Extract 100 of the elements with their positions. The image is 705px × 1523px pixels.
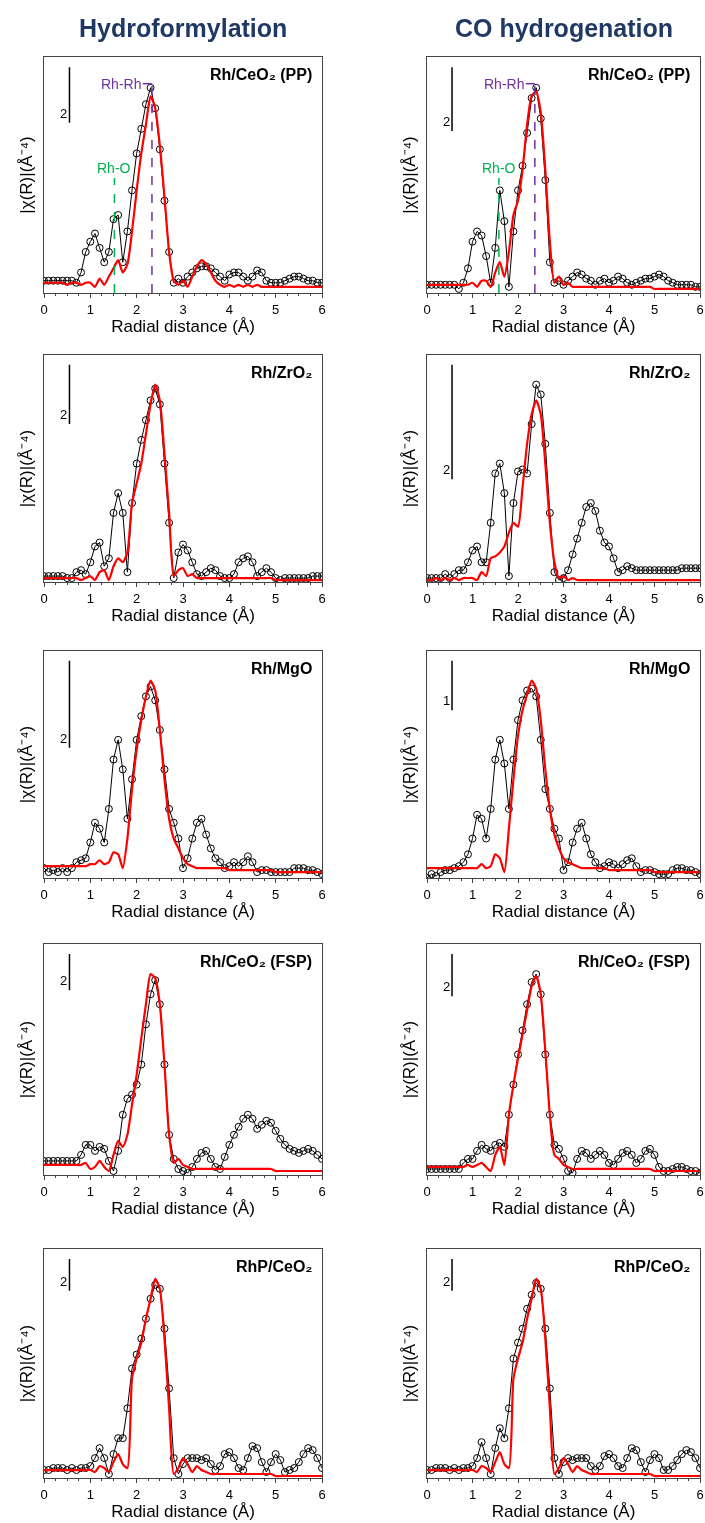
- x-tick-label: 1: [86, 1486, 94, 1502]
- x-tick-label: 2: [133, 886, 141, 902]
- text: RhP/CeO₂: [236, 1258, 313, 1275]
- y-axis-title: |χ(R)|(Å⁻⁴): [399, 136, 419, 214]
- x-axis-title: Radial distance (Å): [111, 605, 255, 625]
- x-tick-label: 5: [272, 886, 280, 902]
- y-axis-title: |χ(R)|(Å⁻⁴): [399, 1020, 419, 1099]
- x-tick-label: 2: [133, 301, 141, 317]
- y-axis-title: |χ(R)|(Å⁻⁴): [399, 1324, 419, 1403]
- x-tick-label: 5: [650, 1183, 659, 1199]
- x-tick-label: 6: [696, 886, 704, 902]
- x-tick-label: 2: [133, 1486, 141, 1502]
- x-tick-label: 3: [559, 1486, 568, 1502]
- x-tick-label: 5: [650, 886, 659, 902]
- x-tick-label: 5: [272, 1486, 280, 1502]
- x-tick-label: 6: [318, 301, 326, 317]
- x-tick-label: 0: [40, 1183, 48, 1199]
- x-tick-label: 0: [423, 301, 431, 317]
- x-tick-label: 1: [468, 1486, 477, 1502]
- x-tick-label: 6: [318, 1183, 326, 1199]
- x-tick-label: 3: [179, 1486, 187, 1502]
- annotation: 2: [443, 979, 451, 994]
- x-tick-label: 3: [179, 301, 187, 317]
- x-tick-label: 4: [605, 886, 613, 902]
- x-tick-label: 6: [696, 1183, 704, 1199]
- x-tick-label: 2: [133, 590, 141, 606]
- x-tick-label: 6: [318, 590, 326, 606]
- x-tick-label: 0: [423, 590, 431, 606]
- x-tick-label: 3: [179, 886, 187, 902]
- text: Rh/CeO₂ (FSP): [578, 953, 690, 970]
- x-tick-label: 2: [514, 1486, 522, 1502]
- x-tick-label: 1: [468, 301, 477, 317]
- x-tick-label: 5: [272, 590, 280, 606]
- x-tick-label: 0: [40, 886, 48, 902]
- annotation: 2: [60, 106, 68, 121]
- y-axis-title: |χ(R)|(Å⁻⁴): [399, 725, 419, 804]
- x-tick-label: 3: [559, 886, 568, 902]
- x-tick-label: 0: [423, 1486, 431, 1502]
- x-axis-title: Radial distance (Å): [491, 605, 636, 625]
- x-tick-label: 6: [318, 1486, 326, 1502]
- x-tick-label: 5: [650, 590, 659, 606]
- x-tick-label: 4: [605, 1183, 613, 1199]
- text: Rh/CeO₂ (PP): [210, 66, 313, 83]
- annotation: 1: [443, 693, 451, 708]
- y-axis-title: |χ(R)|(Å⁻⁴): [16, 725, 36, 804]
- text: RhP/CeO₂: [614, 1258, 691, 1275]
- x-tick-label: 1: [86, 1183, 94, 1199]
- x-tick-label: 6: [696, 301, 704, 317]
- x-tick-label: 0: [40, 590, 48, 606]
- x-tick-label: 3: [179, 1183, 187, 1199]
- x-tick-label: 4: [225, 301, 233, 317]
- x-tick-label: 2: [514, 590, 522, 606]
- x-tick-label: 4: [605, 590, 613, 606]
- annotation: 2: [443, 114, 451, 129]
- x-tick-label: 0: [423, 1183, 431, 1199]
- x-tick-label: 0: [40, 301, 48, 317]
- x-axis-title: Radial distance (Å): [111, 1198, 255, 1218]
- x-axis-title: Radial distance (Å): [491, 1198, 636, 1218]
- annotation: 2: [60, 973, 68, 988]
- annotation: 2: [60, 1274, 68, 1289]
- x-tick-label: 4: [225, 1486, 233, 1502]
- x-tick-label: 0: [423, 886, 431, 902]
- x-tick-label: 5: [272, 1183, 280, 1199]
- x-tick-label: 4: [225, 590, 233, 606]
- x-axis-title: Radial distance (Å): [111, 1501, 255, 1521]
- x-tick-label: 4: [605, 301, 613, 317]
- annotation: 2: [443, 462, 451, 477]
- x-tick-label: 0: [40, 1486, 48, 1502]
- x-tick-label: 1: [468, 886, 477, 902]
- x-tick-label: 1: [86, 886, 94, 902]
- y-axis-title: |χ(R)|(Å⁻⁴): [16, 136, 36, 214]
- y-axis-title: |χ(R)|(Å⁻⁴): [16, 429, 36, 508]
- x-tick-label: 2: [133, 1183, 141, 1199]
- text: Rh/MgO: [629, 660, 691, 677]
- x-tick-label: 2: [514, 1183, 522, 1199]
- x-axis-title: Radial distance (Å): [491, 1501, 636, 1521]
- x-tick-label: 1: [86, 590, 94, 606]
- ref-line-label: Rh-Rh: [101, 76, 142, 92]
- x-tick-label: 6: [318, 886, 326, 902]
- text: Rh/ZrO₂: [251, 364, 313, 381]
- x-tick-label: 4: [605, 1486, 613, 1502]
- x-tick-label: 2: [514, 301, 522, 317]
- x-tick-label: 2: [514, 886, 522, 902]
- annotation: 2: [60, 407, 68, 422]
- x-tick-label: 6: [696, 590, 704, 606]
- text: Rh/MgO: [251, 660, 313, 677]
- x-tick-label: 3: [179, 590, 187, 606]
- x-tick-label: 3: [559, 590, 568, 606]
- x-tick-label: 5: [650, 1486, 659, 1502]
- y-axis-title: |χ(R)|(Å⁻⁴): [399, 429, 419, 508]
- x-axis-title: Radial distance (Å): [491, 901, 636, 921]
- x-tick-label: 5: [650, 301, 659, 317]
- x-tick-label: 1: [468, 1183, 477, 1199]
- ref-line-label: Rh-O: [482, 160, 516, 176]
- chart-title: CO hydrogenation: [455, 14, 674, 42]
- ref-line-label: Rh-Rh: [484, 76, 525, 92]
- x-axis-title: Radial distance (Å): [111, 316, 255, 336]
- y-axis-title: |χ(R)|(Å⁻⁴): [16, 1020, 36, 1099]
- x-tick-label: 4: [225, 886, 233, 902]
- x-axis-title: Radial distance (Å): [491, 316, 636, 336]
